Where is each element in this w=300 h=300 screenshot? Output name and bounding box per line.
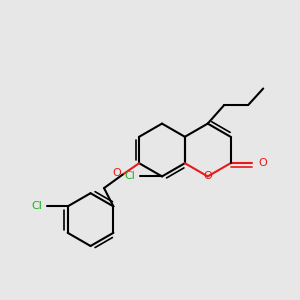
Text: O: O (258, 158, 267, 168)
Text: Cl: Cl (124, 171, 135, 182)
Text: Cl: Cl (32, 201, 43, 212)
Text: O: O (203, 171, 212, 182)
Text: O: O (113, 167, 122, 178)
